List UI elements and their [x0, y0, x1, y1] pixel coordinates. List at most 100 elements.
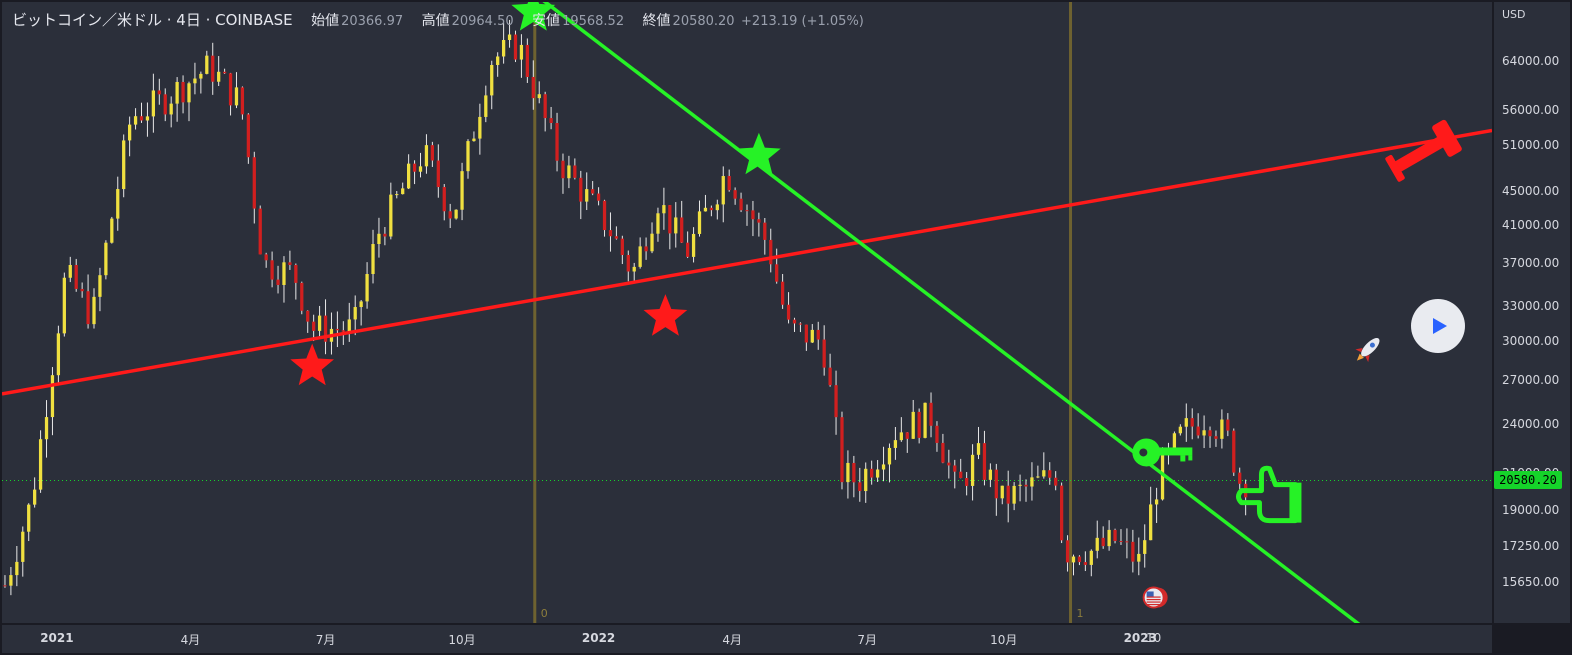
candle-body [543, 94, 547, 119]
candle-body [122, 140, 126, 190]
candle-body [965, 477, 969, 486]
price-scale[interactable]: USD 64000.00 56000.00 51000.00 45000.00 4100… [1494, 2, 1570, 623]
gavel-icon [1385, 119, 1462, 182]
candle-body [365, 274, 369, 302]
candle-body [591, 189, 595, 194]
candle-body [335, 328, 340, 331]
candle-body [448, 211, 452, 219]
plot-area[interactable] [2, 2, 1492, 623]
candle-body [389, 194, 393, 237]
x-tick-label: 10 [1145, 631, 1162, 645]
high-value: 20964.50 [451, 14, 514, 29]
candle-body [905, 432, 909, 439]
candle-body [127, 124, 132, 141]
candle-body [205, 55, 209, 74]
candle-body [822, 339, 826, 368]
trend-lines[interactable] [2, 2, 1492, 623]
candle-body [145, 116, 150, 121]
candle-body [638, 246, 642, 267]
candle-body [941, 442, 945, 463]
candle-body [721, 176, 725, 205]
y-tick-label: 45000.00 [1502, 183, 1560, 198]
candle-body [1036, 476, 1040, 478]
candle-body [810, 329, 814, 343]
candle-body [555, 122, 559, 161]
flag-icon [1142, 586, 1168, 609]
y-tick-label: 51000.00 [1502, 137, 1560, 152]
candle-body [697, 211, 702, 234]
candle-body [395, 194, 399, 196]
candle-body [15, 561, 19, 576]
play-button[interactable] [1411, 299, 1465, 353]
candle-body [602, 200, 607, 231]
candle-body [412, 163, 417, 172]
y-tick-label: 64000.00 [1502, 53, 1560, 68]
candle-body [270, 260, 274, 280]
candle-body [632, 266, 636, 272]
candle-body [258, 208, 262, 255]
x-tick-label: 7月 [315, 633, 336, 647]
candle-body [27, 504, 31, 532]
candle-body [1226, 419, 1230, 431]
candle-body [1042, 470, 1046, 477]
currency-label: USD [1502, 8, 1526, 21]
candle-body [691, 233, 696, 257]
candle-body [929, 402, 933, 426]
candle-body [472, 138, 476, 142]
candle-body [620, 238, 624, 255]
candle-body [1113, 529, 1117, 542]
candle-body [199, 73, 203, 79]
time-axis[interactable]: 2021 4月 7月 10月 2022 4月 7月 10月 2023 10 [2, 625, 1492, 653]
candle-body [1184, 418, 1188, 427]
candle-body [501, 39, 506, 57]
y-tick-label: 33000.00 [1502, 298, 1560, 313]
green-star-icon [511, 2, 556, 31]
candle-body [371, 244, 375, 275]
candle-body [62, 277, 66, 334]
candle-body [614, 236, 619, 239]
candle-body [751, 210, 755, 220]
candle-body [187, 83, 191, 103]
candle-body [133, 116, 138, 125]
rocket-icon [1355, 338, 1380, 363]
candle-body [585, 189, 589, 202]
key-icon [1132, 438, 1193, 467]
candle-body [881, 464, 886, 470]
candle-body [211, 55, 215, 82]
candle-body [294, 264, 298, 283]
y-tick-label: 30000.00 [1502, 334, 1560, 349]
candle-body [507, 34, 512, 40]
y-tick-label: 24000.00 [1502, 416, 1560, 431]
candle-body [816, 329, 820, 340]
candle-body [786, 304, 791, 320]
candle-body [525, 44, 529, 77]
candle-body [407, 163, 411, 189]
candle-body [169, 103, 173, 115]
candle-body [44, 417, 49, 440]
candle-body [1024, 484, 1028, 487]
candle-body [424, 145, 429, 167]
candle-body [228, 73, 233, 106]
candle-body [436, 160, 440, 188]
candle-body [175, 81, 179, 104]
candle-body [116, 189, 120, 219]
candle-body [347, 319, 351, 332]
candle-body [484, 95, 488, 117]
candle-body [353, 307, 357, 320]
candle-body [680, 217, 684, 243]
y-tick-label: 17250.00 [1502, 538, 1560, 553]
candle-body [1083, 562, 1087, 565]
candle-body [193, 78, 197, 84]
candle-body [911, 411, 915, 439]
candle-body [875, 469, 880, 478]
candle-body [9, 575, 13, 586]
candle-body [561, 160, 565, 179]
pointing-hand-icon [1235, 465, 1302, 524]
candle-body [775, 264, 779, 282]
candle-body [970, 454, 975, 486]
candle-body [626, 254, 630, 272]
candle-body [80, 288, 84, 292]
symbol-title[interactable]: ビットコイン／米ドル · 4日 · COINBASE [12, 11, 293, 29]
candle-body [478, 116, 482, 139]
candle-body [312, 321, 316, 331]
